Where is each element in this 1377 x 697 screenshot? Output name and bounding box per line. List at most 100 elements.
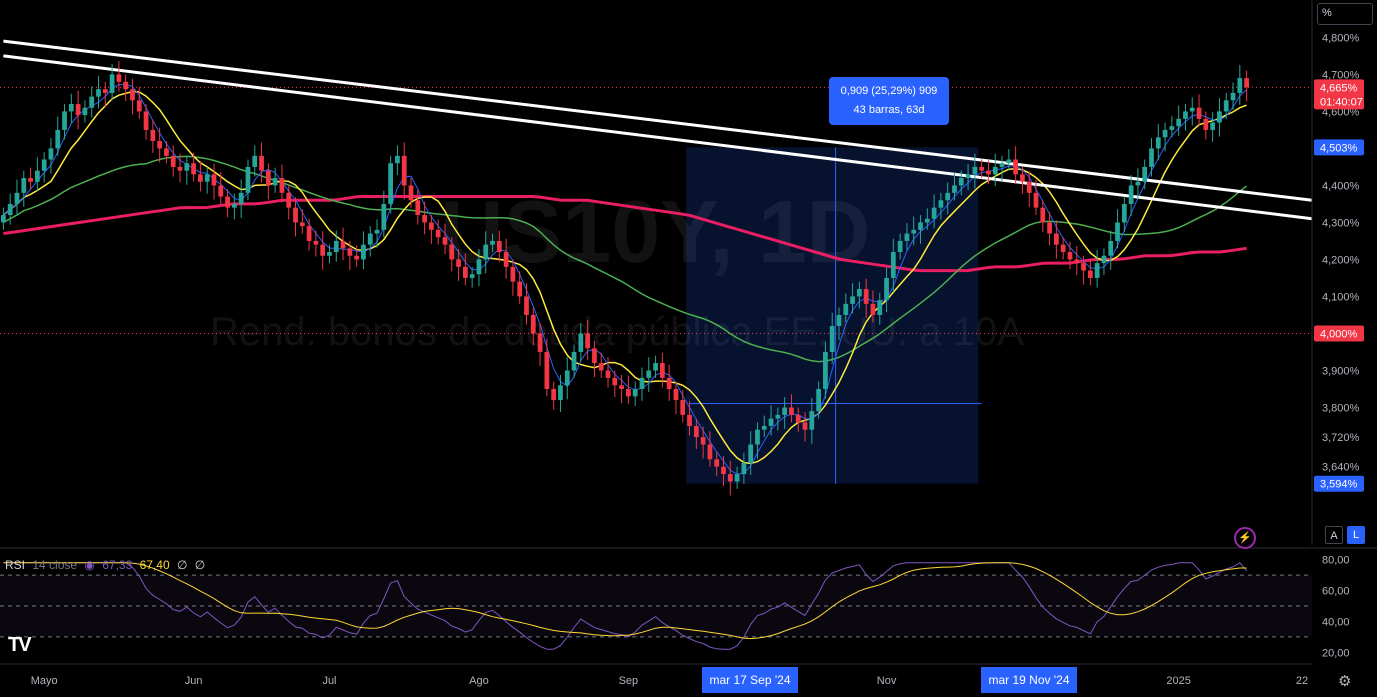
measure-end-date: mar 19 Nov '24 xyxy=(981,667,1077,693)
candle-body-95 xyxy=(646,370,652,378)
candle-body-98 xyxy=(666,377,672,389)
candle-body-63 xyxy=(429,222,434,230)
candle-body-45 xyxy=(306,226,312,241)
candle-body-109 xyxy=(741,462,747,475)
price-tick-label: 4,100% xyxy=(1322,291,1360,303)
candle-body-92 xyxy=(626,388,631,397)
candle-body-68 xyxy=(462,266,468,278)
candle-body-110 xyxy=(748,444,754,463)
current-price-badge xyxy=(1314,79,1364,110)
candle-body-97 xyxy=(659,363,665,378)
candle-body-15 xyxy=(102,89,108,93)
candle-body-130 xyxy=(884,277,889,301)
candle-body-90 xyxy=(612,377,618,386)
candle-body-4 xyxy=(28,178,33,182)
candle-body-101 xyxy=(687,414,692,426)
candle-body-88 xyxy=(598,363,604,371)
candle-body-156 xyxy=(1060,244,1066,253)
candle-body-28 xyxy=(191,163,196,175)
candle-body-24 xyxy=(164,148,169,156)
rsi-axis-label: 60,00 xyxy=(1322,586,1350,598)
price-tick-label: 4,800% xyxy=(1322,32,1360,44)
candle-body-154 xyxy=(1047,222,1052,234)
candle-body-54 xyxy=(367,233,373,245)
candle-body-58 xyxy=(395,155,400,164)
candle-body-159 xyxy=(1081,263,1086,271)
candle-body-57 xyxy=(388,163,394,204)
candle-body-86 xyxy=(585,333,591,349)
candle-body-169 xyxy=(1149,148,1154,167)
candle-body-96 xyxy=(653,363,658,371)
candle-body-104 xyxy=(707,444,713,460)
rsi-settings-icon[interactable]: ◉ xyxy=(84,558,95,572)
candle-body-161 xyxy=(1094,263,1100,278)
candle-body-113 xyxy=(768,418,774,426)
candle-body-132 xyxy=(897,240,903,253)
candle-body-18 xyxy=(123,81,129,90)
alert-lightning-icon[interactable]: ⚡ xyxy=(1234,527,1256,549)
candle-body-52 xyxy=(354,255,360,260)
candle-body-41 xyxy=(279,178,285,193)
candle-body-140 xyxy=(952,185,957,193)
candle-body-37 xyxy=(252,155,258,167)
price-tick-label: 3,640% xyxy=(1322,462,1360,474)
candle-body-29 xyxy=(198,174,203,182)
candle-body-91 xyxy=(619,385,624,389)
time-tick-label: Jun xyxy=(185,675,203,687)
candle-body-139 xyxy=(945,192,951,201)
candle-body-70 xyxy=(476,259,482,275)
candle-body-89 xyxy=(605,370,611,378)
measure-top-badge xyxy=(1314,139,1364,156)
candle-body-170 xyxy=(1155,137,1161,149)
candle-body-134 xyxy=(911,229,917,234)
candle-body-11 xyxy=(75,104,81,116)
candle-body-133 xyxy=(904,233,910,241)
price-tick-label: 3,900% xyxy=(1322,365,1360,377)
candle-body-1 xyxy=(7,203,13,216)
candle-body-145 xyxy=(986,170,991,175)
candle-body-74 xyxy=(503,252,509,267)
candle-body-178 xyxy=(1210,122,1216,130)
candle-body-73 xyxy=(496,240,502,253)
candle-body-2 xyxy=(14,192,20,204)
candle-body-6 xyxy=(41,159,47,171)
candle-body-7 xyxy=(48,148,54,160)
candle-body-33 xyxy=(225,196,230,208)
candle-body-148 xyxy=(1006,159,1012,164)
settings-gear-icon[interactable]: ⚙ xyxy=(1338,673,1352,690)
rsi-legend: RSI 14 close ◉ 67,33 67,40 ∅ ∅ xyxy=(5,558,209,572)
candle-body-40 xyxy=(272,178,278,186)
candle-body-146 xyxy=(992,166,998,175)
candle-body-125 xyxy=(850,296,855,304)
candle-body-121 xyxy=(823,351,828,389)
candle-body-137 xyxy=(931,207,937,219)
candle-body-171 xyxy=(1162,129,1168,138)
current-price-badge-label: 4,665% xyxy=(1320,82,1358,94)
candle-body-143 xyxy=(972,166,978,175)
scale-mode-selector[interactable]: % xyxy=(1317,3,1373,25)
candle-body-56 xyxy=(381,203,387,230)
price-tick-label: 3,720% xyxy=(1322,432,1360,444)
candle-body-106 xyxy=(721,466,726,475)
candle-body-51 xyxy=(347,248,353,256)
candle-body-5 xyxy=(34,170,40,182)
measure-label-line2: 43 barras, 63d xyxy=(853,104,925,116)
candle-body-43 xyxy=(293,207,298,223)
price-tick-label: 4,300% xyxy=(1322,217,1360,229)
candle-body-111 xyxy=(755,429,760,445)
candle-body-122 xyxy=(829,326,835,352)
time-tick-label: Nov xyxy=(877,675,897,687)
auto-scale-button[interactable]: A xyxy=(1325,526,1343,544)
candle-body-151 xyxy=(1026,181,1032,193)
candle-body-114 xyxy=(775,414,781,419)
rsi-params: 14 close xyxy=(32,558,78,572)
candle-body-13 xyxy=(89,96,95,108)
candle-body-50 xyxy=(340,240,346,249)
candle-body-8 xyxy=(55,129,61,149)
measure-bottom-badge xyxy=(1314,475,1364,492)
time-tick-label: Ago xyxy=(469,675,489,687)
candle-body-107 xyxy=(727,474,733,482)
log-scale-button[interactable]: L xyxy=(1347,526,1365,544)
candle-body-78 xyxy=(530,314,536,334)
